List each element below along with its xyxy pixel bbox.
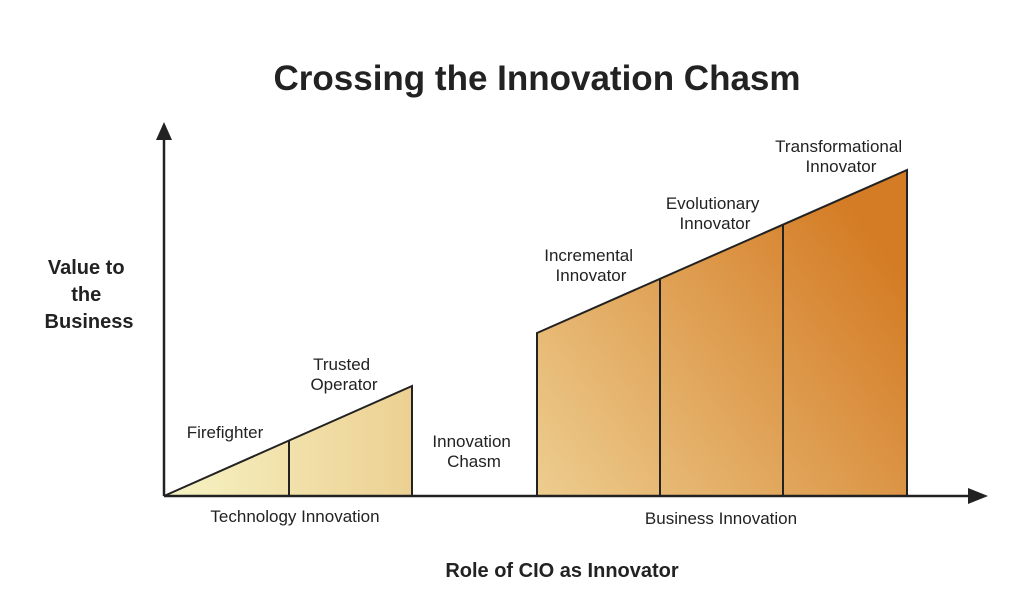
diagram-title: Crossing the Innovation Chasm	[274, 59, 801, 98]
innovation-chasm-label: Innovation Chasm	[432, 432, 515, 471]
y-axis-title: Value to the Business	[45, 257, 134, 333]
stage-label-trusted-operator: Trusted Operator	[310, 355, 377, 394]
y-axis-arrow-icon	[156, 122, 172, 140]
x-axis-title: Role of CIO as Innovator	[445, 560, 679, 582]
technology-innovation-label: Technology Innovation	[210, 507, 379, 526]
stage-label-evolutionary-innovator: Evolutionary Innovator	[666, 194, 764, 233]
stage-label-firefighter: Firefighter	[187, 423, 264, 442]
x-axis-arrow-icon	[968, 488, 988, 504]
stage-label-transformational-innovator: Transformational Innovator	[775, 137, 907, 176]
stage-label-incremental-innovator: Incremental Innovator	[544, 246, 638, 285]
business-innovation-label: Business Innovation	[645, 509, 797, 528]
